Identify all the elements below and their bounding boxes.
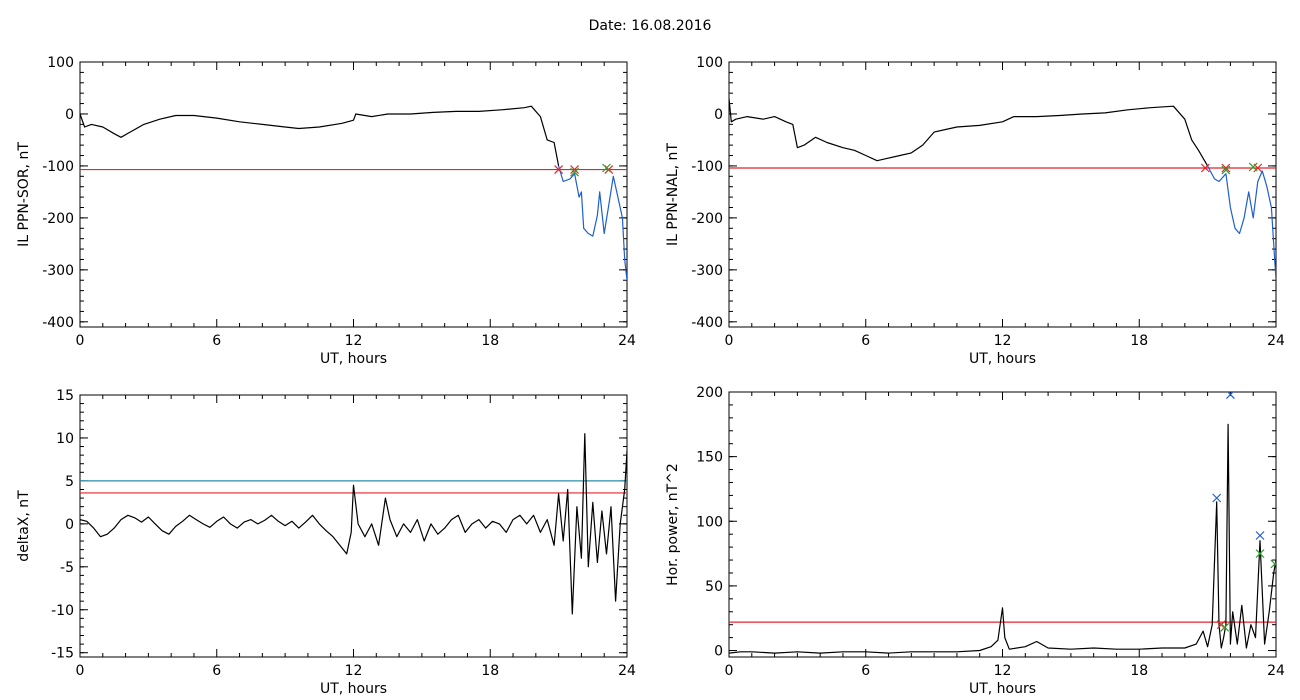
x-tick-label: 0 [76, 333, 85, 349]
data-layer [729, 392, 1276, 654]
marker-green [1220, 622, 1230, 632]
y-tick-label: 0 [714, 644, 723, 660]
y-tick-label: -5 [60, 560, 74, 576]
x-tick-label: 0 [76, 663, 85, 679]
y-tick-label: -400 [691, 315, 723, 331]
y-tick-label: -100 [42, 159, 74, 175]
y-tick-label: 150 [696, 450, 723, 466]
marker-blue [1225, 392, 1235, 400]
x-tick-label: 24 [618, 663, 636, 679]
y-tick-label: 5 [65, 474, 74, 490]
marker-green [1270, 559, 1276, 569]
y-tick-label: -300 [691, 263, 723, 279]
series-line-1 [729, 98, 1209, 167]
marker-blue [1255, 531, 1265, 540]
panel-2: 0 6 12 18 24 100 0 -100 -200 -300 -400 UT, hours IL … [665, 55, 1285, 367]
marker-red [570, 165, 580, 174]
y-tick-label: -200 [691, 211, 723, 227]
x-tick-label: 24 [618, 333, 636, 349]
marker-green [602, 163, 611, 173]
series-line-2 [1207, 165, 1276, 281]
data-layer [80, 105, 627, 281]
y-tick-label: 15 [56, 388, 74, 404]
series-line-1 [80, 105, 560, 167]
x-tick-label: 18 [1130, 333, 1148, 349]
marker-red [1200, 163, 1210, 173]
x-tick-label: 6 [212, 663, 221, 679]
y-tick-label: -200 [42, 211, 74, 227]
panel-3: 0 6 12 18 24 15 10 5 0 -5 -10 -15 UT, hours deltaX, n… [16, 388, 636, 697]
data-layer [729, 98, 1276, 281]
y-tick-label: 200 [696, 385, 723, 401]
plot-frame [79, 394, 628, 658]
x-tick-label: 0 [725, 663, 734, 679]
marker-green [1221, 165, 1231, 175]
x-tick-label: 12 [345, 663, 363, 679]
x-tick-label: 24 [1267, 663, 1285, 679]
x-axis-label: UT, hours [320, 351, 387, 367]
series-line-2 [558, 165, 627, 281]
figure-title: Date: 16.08.2016 [588, 18, 712, 34]
x-axis-label: UT, hours [969, 681, 1036, 697]
y-axis-label: IL PPN-SOR, nT [16, 142, 32, 247]
marker-blue [1212, 493, 1222, 503]
y-tick-label: -10 [51, 603, 74, 619]
x-tick-label: 0 [725, 333, 734, 349]
plot-frame [728, 391, 1277, 658]
x-tick-label: 12 [345, 333, 363, 349]
y-tick-label: 50 [705, 579, 723, 595]
panel-4: 0 6 12 18 24 200 150 100 50 0 UT, hours Hor. power,… [665, 385, 1285, 697]
marker-green [1248, 162, 1258, 172]
marker-red [1221, 163, 1231, 173]
y-tick-label: -400 [42, 315, 74, 331]
y-tick-label: 0 [65, 517, 74, 533]
y-tick-label: 0 [714, 107, 723, 123]
x-tick-label: 6 [212, 333, 221, 349]
y-axis-label: Hor. power, nT^2 [665, 463, 681, 586]
marker-red [554, 165, 564, 174]
x-tick-label: 6 [861, 663, 870, 679]
y-axis-label: IL PPN-NAL, nT [665, 143, 681, 246]
data-layer [80, 433, 627, 615]
x-tick-label: 6 [861, 333, 870, 349]
y-tick-label: 0 [65, 107, 74, 123]
x-tick-label: 12 [994, 663, 1012, 679]
y-tick-label: 100 [47, 55, 74, 71]
x-tick-label: 24 [1267, 333, 1285, 349]
y-axis-label: deltaX, nT [16, 490, 32, 562]
panel-1: 0 6 12 18 24 100 0 -100 -200 -300 -400 UT, hours IL … [16, 55, 636, 367]
x-axis-label: UT, hours [320, 681, 387, 697]
plot-frame [79, 61, 628, 328]
x-axis-label: UT, hours [969, 351, 1036, 367]
y-tick-label: 100 [696, 514, 723, 530]
x-tick-label: 12 [994, 333, 1012, 349]
x-tick-label: 18 [481, 663, 499, 679]
marker-green [1255, 549, 1265, 559]
y-tick-label: -300 [42, 263, 74, 279]
y-tick-label: 100 [696, 55, 723, 71]
series-line-1 [80, 433, 627, 615]
x-tick-label: 18 [481, 333, 499, 349]
plot-frame [728, 61, 1277, 328]
y-tick-label: -15 [51, 646, 74, 662]
y-tick-label: -100 [691, 159, 723, 175]
marker-green [570, 167, 580, 177]
y-tick-label: 10 [56, 431, 74, 447]
series-line-1 [729, 423, 1276, 654]
x-tick-label: 18 [1130, 663, 1148, 679]
